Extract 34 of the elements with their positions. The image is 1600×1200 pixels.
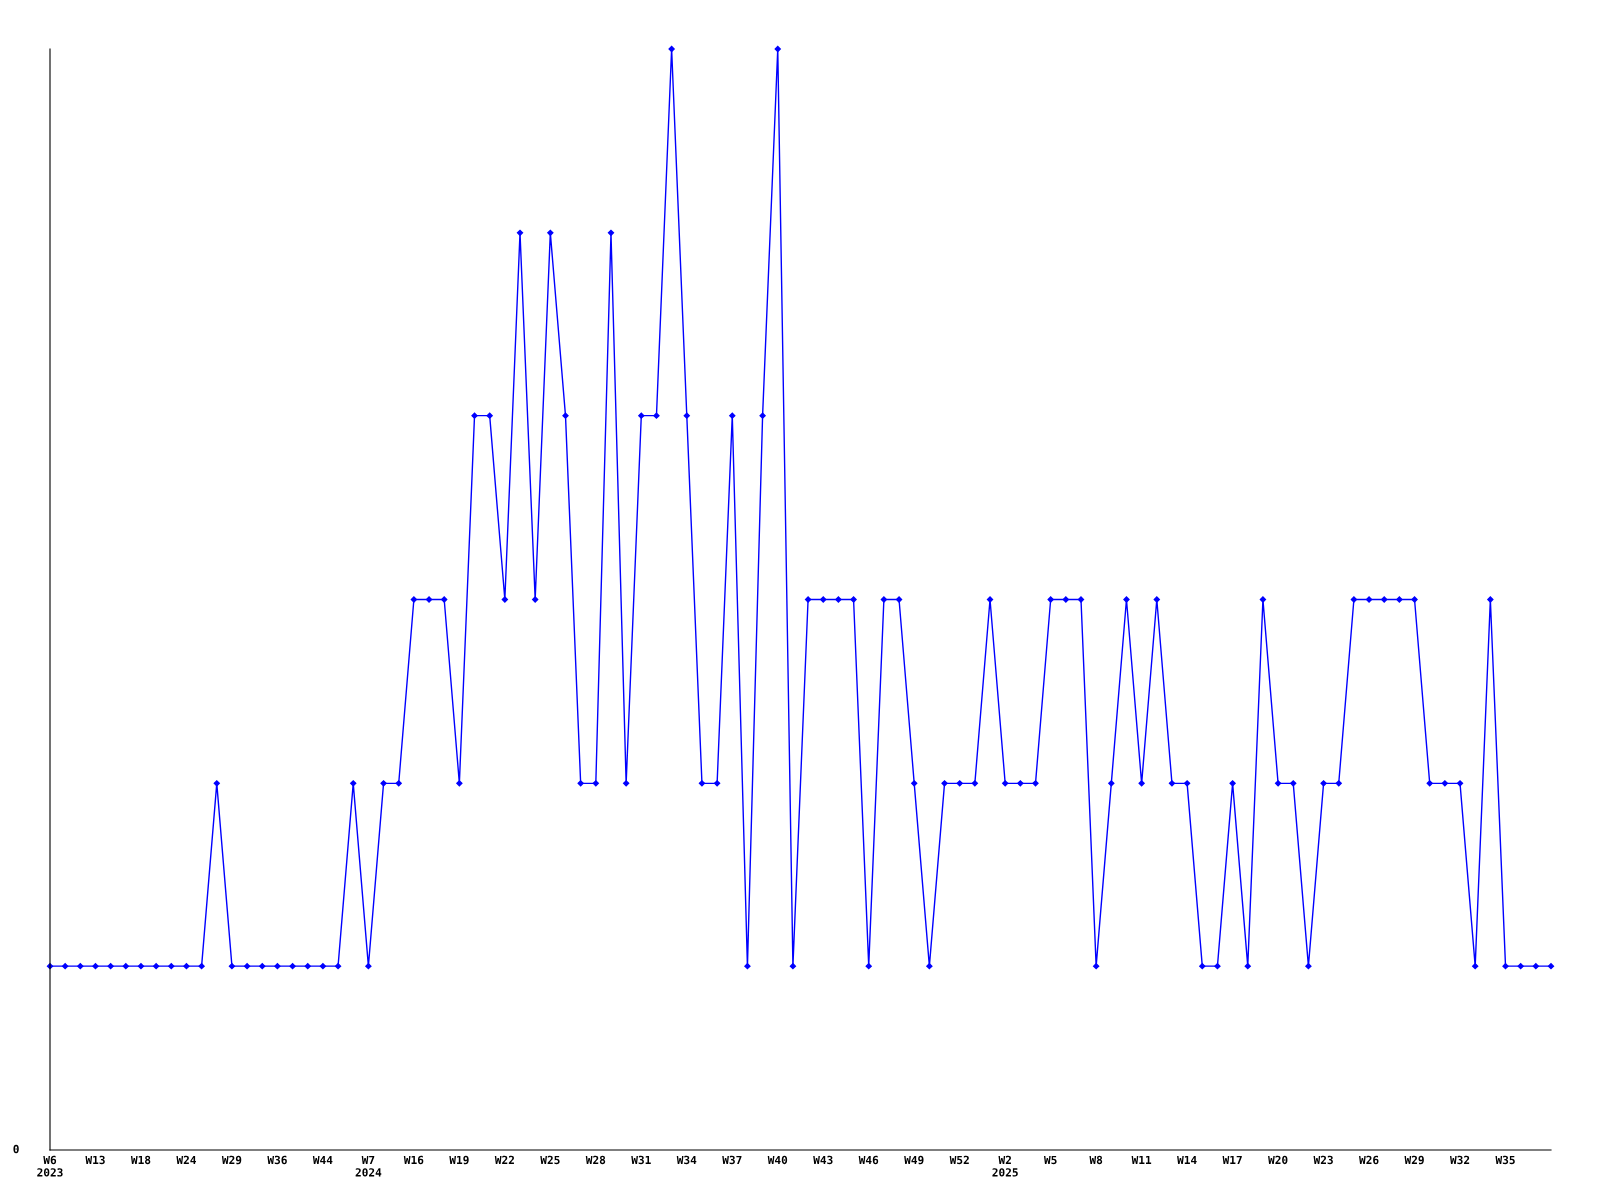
x-tick-label: W28 xyxy=(585,1155,606,1165)
x-tick-label: W31 xyxy=(631,1155,651,1165)
x-tick-label: W34 xyxy=(676,1155,697,1165)
x-tick-label: W7 2024 xyxy=(355,1155,382,1177)
x-tick-label: W14 xyxy=(1177,1155,1197,1164)
x-tick-label: W24 xyxy=(176,1155,196,1164)
x-tick-label: W43 xyxy=(813,1155,833,1165)
x-tick-label: W11 xyxy=(1131,1155,1152,1164)
x-tick-label: W40 xyxy=(767,1155,788,1165)
x-tick-label: W5 xyxy=(1043,1155,1057,1165)
x-tick-label: W26 xyxy=(1359,1155,1379,1165)
x-tick-label: W18 xyxy=(130,1155,151,1165)
x-tick-label: W44 xyxy=(312,1155,333,1164)
x-tick-label: W36 xyxy=(267,1155,287,1165)
x-tick-label: W29 xyxy=(1404,1155,1424,1165)
x-tick-label: W25 xyxy=(540,1155,560,1165)
x-tick-label: W8 xyxy=(1089,1155,1103,1165)
x-tick-label: W16 xyxy=(403,1155,424,1165)
text: 0 xyxy=(13,1144,19,1154)
x-tick-label: W29 xyxy=(221,1155,242,1165)
x-tick-label: W19 xyxy=(449,1155,469,1165)
x-tick-label: W13 xyxy=(85,1155,105,1165)
x-tick-label: W6 2023 xyxy=(37,1155,63,1177)
x-tick-label: W23 xyxy=(1313,1155,1333,1165)
x-tick-label: W2 2025 xyxy=(992,1155,1018,1177)
x-tick-label: W49 xyxy=(904,1155,924,1165)
x-tick-label: W37 xyxy=(722,1155,742,1165)
x-tick-label: W52 xyxy=(949,1155,969,1165)
x-tick-label: W20 xyxy=(1268,1155,1288,1165)
x-tick-label: W46 xyxy=(858,1155,879,1165)
x-tick-label: W35 xyxy=(1495,1155,1515,1165)
x-tick-label: W17 xyxy=(1222,1155,1242,1164)
x-tick-label: W32 xyxy=(1450,1155,1470,1165)
x-tick-label: W22 xyxy=(494,1155,514,1164)
